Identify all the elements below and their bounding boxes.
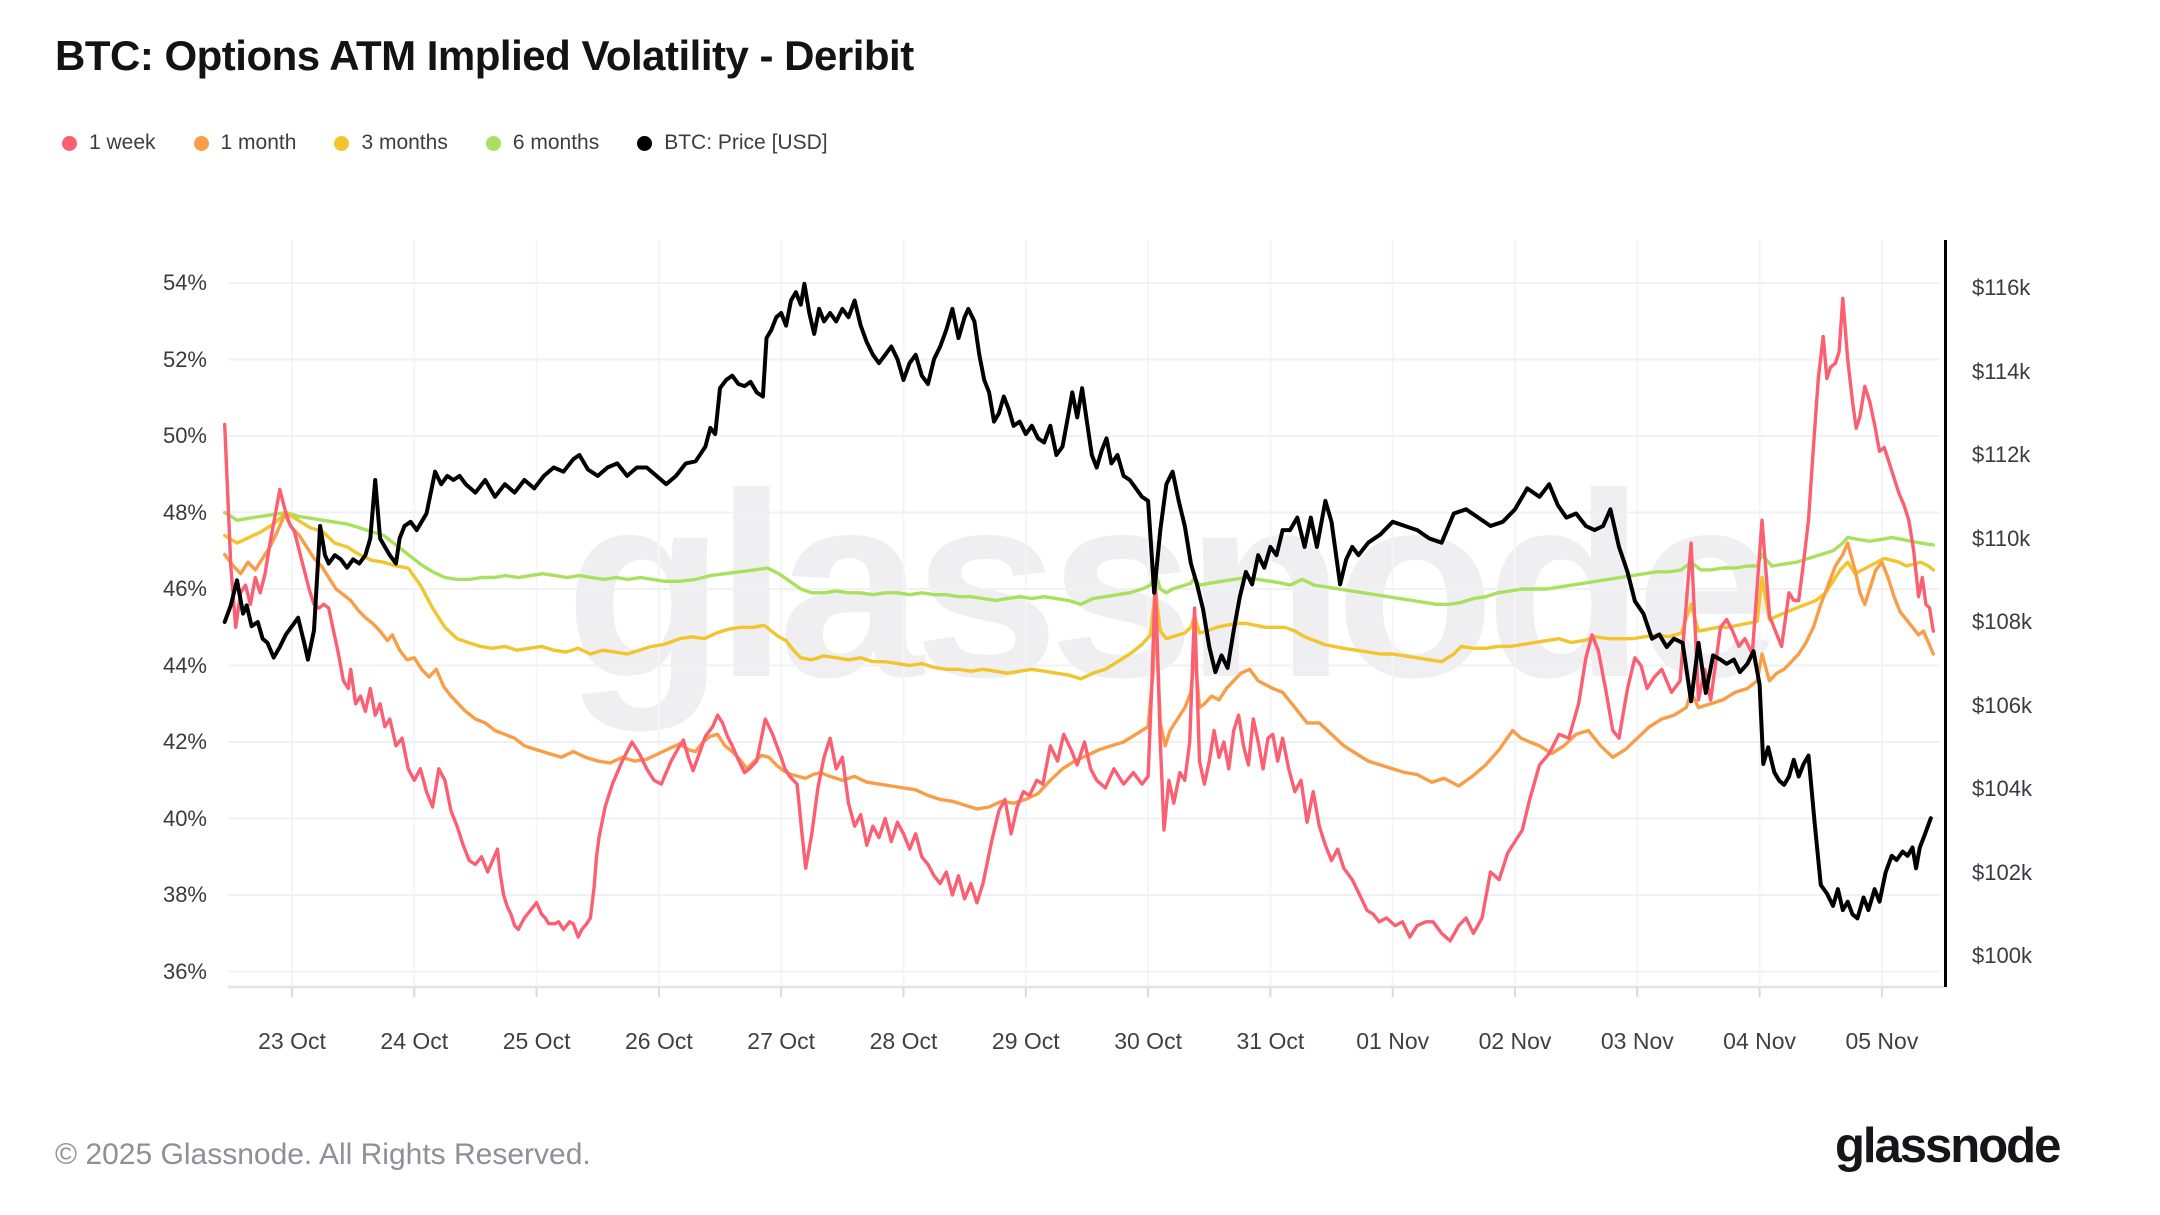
y-axis-left-label: 40% [162, 805, 207, 831]
x-axis-label: 04 Nov [1723, 1028, 1797, 1054]
x-axis-label: 25 Oct [502, 1028, 571, 1054]
y-axis-left-label: 44% [162, 652, 207, 678]
x-axis-label: 24 Oct [380, 1028, 449, 1054]
y-axis-right-label: $110k [1972, 525, 2031, 551]
legend-item-btc-price-usd-[interactable]: BTC: Price [USD] [637, 131, 828, 155]
legend-label: 3 months [361, 131, 448, 154]
x-axis-label: 01 Nov [1356, 1028, 1430, 1054]
y-axis-right-label: $116k [1972, 275, 2031, 300]
series-line-1-month [222, 512, 1936, 811]
y-axis-left-label: 36% [162, 958, 207, 984]
x-axis-label: 03 Nov [1600, 1028, 1674, 1054]
legend-color-dot-icon [62, 135, 77, 151]
copyright-text: © 2025 Glassnode. All Rights Reserved. [55, 1138, 591, 1171]
y-axis-left-label: 54% [162, 270, 207, 295]
glassnode-logo: glassnode [1835, 1119, 2061, 1173]
y-axis-left-label: 48% [162, 499, 207, 525]
legend-color-dot-icon [637, 135, 653, 151]
legend-item-1-month[interactable]: 1 month [193, 131, 297, 155]
series-line-6-months [222, 510, 1936, 606]
y-axis-left-label: 42% [162, 729, 207, 754]
chart-plot-area[interactable] [228, 240, 1940, 988]
y-axis-right-label: $114k [1972, 358, 2031, 384]
legend-item-3-months[interactable]: 3 months [334, 131, 448, 155]
y-axis-right-label: $112k [1972, 442, 2031, 467]
y-axis-left-label: 46% [162, 576, 207, 601]
y-axis-left-label: 38% [162, 882, 207, 907]
y-axis-right-label: $102k [1972, 859, 2032, 885]
series-line-btc-price-usd- [222, 281, 1933, 921]
legend-item-6-months[interactable]: 6 months [485, 131, 600, 155]
legend-item-1-week[interactable]: 1 week [62, 131, 156, 155]
x-axis-label: 05 Nov [1845, 1028, 1919, 1054]
x-axis-label: 02 Nov [1478, 1028, 1552, 1054]
x-axis-label: 29 Oct [991, 1028, 1060, 1054]
chart-title: BTC: Options ATM Implied Volatility - De… [55, 32, 914, 79]
y-axis-right-label: $108k [1972, 609, 2032, 634]
x-axis-label: 28 Oct [869, 1028, 938, 1054]
legend-color-dot-icon [485, 135, 501, 151]
legend-color-dot-icon [334, 135, 350, 151]
series-line-1-week [222, 296, 1936, 943]
y-axis-left-label: 52% [162, 346, 207, 372]
y-axis-right-label: $104k [1972, 776, 2032, 801]
chart-legend: 1 week 1 month 3 months 6 months BTC: Price … [62, 131, 828, 155]
x-axis-label: 26 Oct [625, 1028, 693, 1054]
legend-color-dot-icon [193, 135, 209, 151]
y-axis-left-label: 50% [162, 423, 207, 448]
legend-label: 6 months [512, 131, 600, 154]
x-axis-label: 30 Oct [1114, 1028, 1182, 1054]
legend-label: 1 month [220, 131, 297, 154]
x-axis-label: 31 Oct [1236, 1028, 1305, 1054]
legend-label: 1 week [89, 131, 156, 154]
legend-label: BTC: Price [USD] [664, 131, 828, 154]
y-axis-right-label: $106k [1972, 692, 2032, 718]
x-axis-label: 23 Oct [258, 1028, 326, 1054]
y-axis-right-label: $100k [1972, 943, 2032, 968]
x-axis-label: 27 Oct [747, 1028, 816, 1054]
